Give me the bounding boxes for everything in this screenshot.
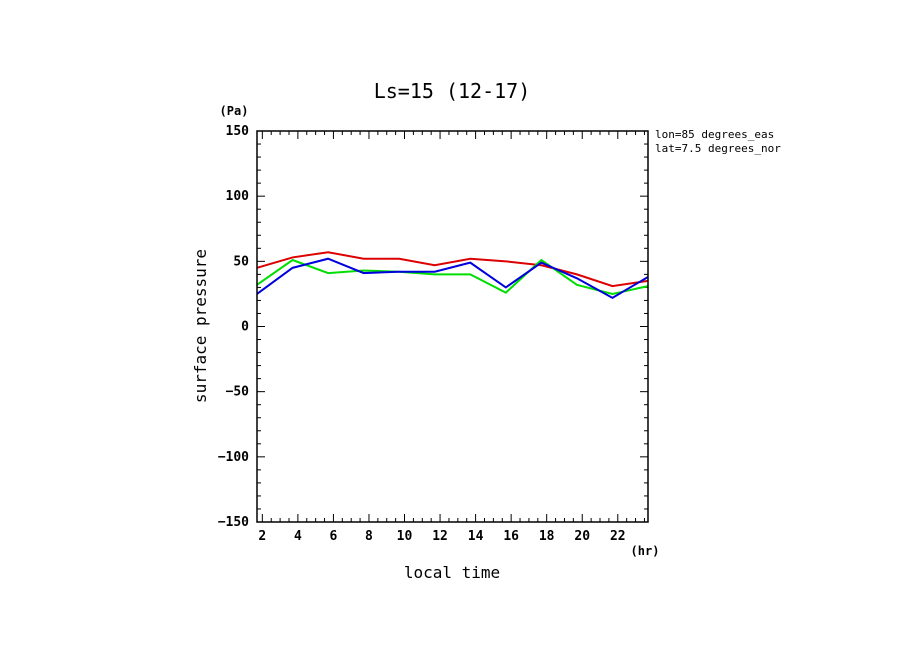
- annotation-lat: lat=7.5 degrees_nor: [655, 142, 781, 155]
- series-lines: [256, 251, 649, 299]
- y-axis-label: surface pressure: [191, 249, 210, 403]
- chart-title: Ls=15 (12-17): [374, 79, 531, 103]
- x-tick-label: 12: [432, 529, 448, 544]
- y-tick-label: 50: [233, 254, 249, 269]
- x-tick-label: 18: [539, 529, 555, 544]
- tick-labels: −150 −100 −50 0 50 100 150 2 4 6 8 10 12 14 16 18 20 22: [218, 124, 626, 544]
- x-tick-label: 2: [258, 529, 266, 544]
- x-tick-label: 4: [294, 529, 302, 544]
- axis-ticks: [257, 130, 648, 523]
- y-unit-label: (Pa): [220, 104, 249, 118]
- x-tick-label: 8: [365, 529, 373, 544]
- x-axis-label: local time: [404, 563, 500, 582]
- plot-frame: [256, 130, 649, 523]
- y-tick-label: −50: [226, 385, 250, 400]
- series-line-1: [256, 251, 649, 288]
- y-tick-label: 100: [226, 189, 250, 204]
- series-line-3: [256, 257, 649, 299]
- x-tick-label: 14: [468, 529, 484, 544]
- y-tick-label: −150: [218, 515, 249, 530]
- y-tick-label: 0: [241, 320, 249, 335]
- x-tick-label: 16: [503, 529, 519, 544]
- x-tick-label: 6: [330, 529, 338, 544]
- series-line-2: [256, 258, 649, 295]
- annotation-lon: lon=85 degrees_eas: [655, 128, 774, 141]
- x-tick-label: 10: [397, 529, 413, 544]
- y-tick-label: −100: [218, 450, 249, 465]
- x-unit-label: (hr): [631, 544, 660, 558]
- y-tick-label: 150: [226, 124, 250, 139]
- x-tick-label: 22: [610, 529, 626, 544]
- x-tick-label: 20: [574, 529, 590, 544]
